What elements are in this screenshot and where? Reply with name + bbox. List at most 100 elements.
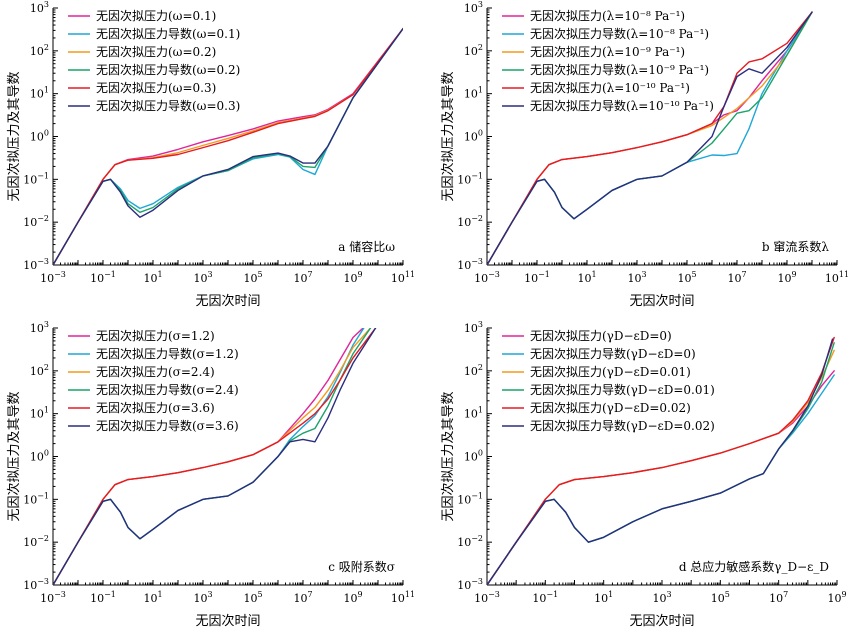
x-tick-label: 1011 [391,590,415,605]
x-tick-label: 1011 [391,270,415,285]
x-tick-label: 10−1 [524,270,550,285]
x-tick-label: 105 [243,590,262,605]
y-tick-label: 10−2 [23,534,49,549]
legend-entry: 无因次拟压力导数(ω=0.3) [96,98,240,113]
legend-entry: 无因次拟压力(σ=2.4) [96,365,215,379]
x-tick-label: 107 [727,270,746,285]
curve-group [53,328,377,585]
x-axis-title: 无因次时间 [629,613,694,628]
legend-entry: 无因次拟压力(γD−εD=0.02) [530,401,691,415]
x-tick-label: 10−1 [532,590,558,605]
legend-entry: 无因次拟压力(λ=10⁻⁹ Pa⁻¹) [530,45,685,59]
series-line-5 [487,336,835,585]
legend-entry: 无因次拟压力(γD−εD=0) [530,329,672,343]
x-axis-title: 无因次时间 [195,293,260,309]
y-axis-title: 无因次拟压力及其导数 [6,71,22,201]
y-tick-label: 101 [464,406,483,421]
x-tick-label: 101 [594,590,613,605]
legend-entry: 无因次拟压力导数(γD−εD=0.01) [530,382,715,397]
y-tick-label: 103 [30,320,49,335]
legend-entry: 无因次拟压力导数(ω=0.1) [96,26,240,41]
x-tick-label: 10−3 [474,590,500,605]
x-tick-label: 105 [243,270,262,285]
legend: 无因次拟压力(σ=1.2) 无因次拟压力导数(σ=1.2) 无因次拟压力(σ=2.4… [68,329,239,433]
x-tick-label: 103 [193,590,212,605]
chart-panel-4: 10−3 10−1 101 103 105 107 109 10−3 10−2 10−1 100 10… [440,320,847,628]
y-tick-label: 102 [464,43,483,58]
legend-entry: 无因次拟压力(σ=1.2) [96,329,215,343]
y-tick-label: 102 [464,363,483,378]
y-tick-label: 10−3 [23,577,49,592]
curve-group [487,336,835,585]
y-tick-label: 102 [30,43,49,58]
legend-entry: 无因次拟压力(λ=10⁻⁸ Pa⁻¹) [530,9,685,23]
y-tick-label: 10−3 [457,257,483,272]
series-line-4 [487,342,835,585]
x-axis-title: 无因次时间 [195,613,260,628]
series-line-6 [487,338,834,585]
series-line-5 [487,11,813,265]
x-tick-label: 107 [293,270,312,285]
legend-entry: 无因次拟压力导数(λ=10⁻¹⁰ Pa⁻¹) [530,98,714,113]
x-tick-label: 109 [827,590,846,605]
series-line-6 [487,11,813,265]
y-tick-label: 10−1 [23,171,49,186]
legend-entry: 无因次拟压力(ω=0.3) [96,81,216,95]
y-tick-label: 100 [464,449,483,464]
x-tick-label: 105 [677,270,696,285]
x-tick-label: 101 [143,270,162,285]
legend: 无因次拟压力(ω=0.1) 无因次拟压力导数(ω=0.1) 无因次拟压力(ω=0.2… [68,9,240,113]
y-axis-title: 无因次拟压力及其导数 [440,391,456,521]
x-tick-label: 10−1 [90,270,116,285]
legend-entry: 无因次拟压力导数(γD−εD=0) [530,346,696,361]
y-tick-label: 103 [30,0,49,15]
legend-entry: 无因次拟压力导数(σ=1.2) [96,346,239,361]
y-tick-label: 10−2 [457,214,483,229]
x-tick-label: 109 [343,270,362,285]
legend-entry: 无因次拟压力导数(σ=2.4) [96,382,239,397]
y-tick-label: 10−1 [457,171,483,186]
x-tick-label: 10−3 [474,270,500,285]
legend-entry: 无因次拟压力导数(λ=10⁻⁸ Pa⁻¹) [530,26,709,41]
y-tick-label: 10−2 [23,214,49,229]
y-tick-label: 100 [30,449,49,464]
x-tick-label: 1011 [825,270,849,285]
y-tick-label: 10−1 [457,491,483,506]
legend: 无因次拟压力(λ=10⁻⁸ Pa⁻¹) 无因次拟压力导数(λ=10⁻⁸ Pa⁻¹)… [502,9,714,113]
x-tick-label: 107 [293,590,312,605]
panel-caption: a 储容比ω [338,239,395,254]
legend-entry: 无因次拟压力(γD−εD=0.01) [530,365,691,379]
x-axis-title: 无因次时间 [629,293,694,309]
y-tick-label: 103 [464,0,483,15]
legend-entry: 无因次拟压力(λ=10⁻¹⁰ Pa⁻¹) [530,81,690,95]
x-tick-label: 105 [711,590,730,605]
panel-caption: b 窜流系数λ [762,239,829,254]
y-tick-label: 100 [464,129,483,144]
legend-entry: 无因次拟压力(σ=3.6) [96,401,215,415]
x-tick-label: 10−3 [40,270,66,285]
y-tick-label: 101 [30,406,49,421]
y-tick-label: 101 [30,86,49,101]
y-tick-label: 102 [30,363,49,378]
legend-entry: 无因次拟压力导数(σ=3.6) [96,418,239,433]
series-line-5 [53,328,377,585]
x-tick-label: 10−3 [40,590,66,605]
legend-entry: 无因次拟压力导数(γD−εD=0.02) [530,418,715,433]
panel-caption: c 吸附系数σ [328,559,395,574]
x-tick-label: 109 [343,590,362,605]
chart-panel-3: 10−3 10−1 101 103 105 107 109 1011 10−3 10−2 10−1 1… [6,320,415,628]
legend: 无因次拟压力(γD−εD=0) 无因次拟压力导数(γD−εD=0) 无因次拟压力(γ… [502,329,715,433]
y-tick-label: 10−2 [457,534,483,549]
x-tick-label: 107 [769,590,788,605]
y-tick-label: 10−3 [457,577,483,592]
series-line-6 [53,27,403,265]
y-axis-title: 无因次拟压力及其导数 [6,391,22,521]
y-tick-label: 103 [464,320,483,335]
legend-entry: 无因次拟压力(ω=0.2) [96,45,216,59]
legend-entry: 无因次拟压力(ω=0.1) [96,9,216,23]
x-tick-label: 103 [652,590,671,605]
panel-caption: d 总应力敏感系数γ_D−ε_D [679,559,829,574]
x-tick-label: 101 [577,270,596,285]
